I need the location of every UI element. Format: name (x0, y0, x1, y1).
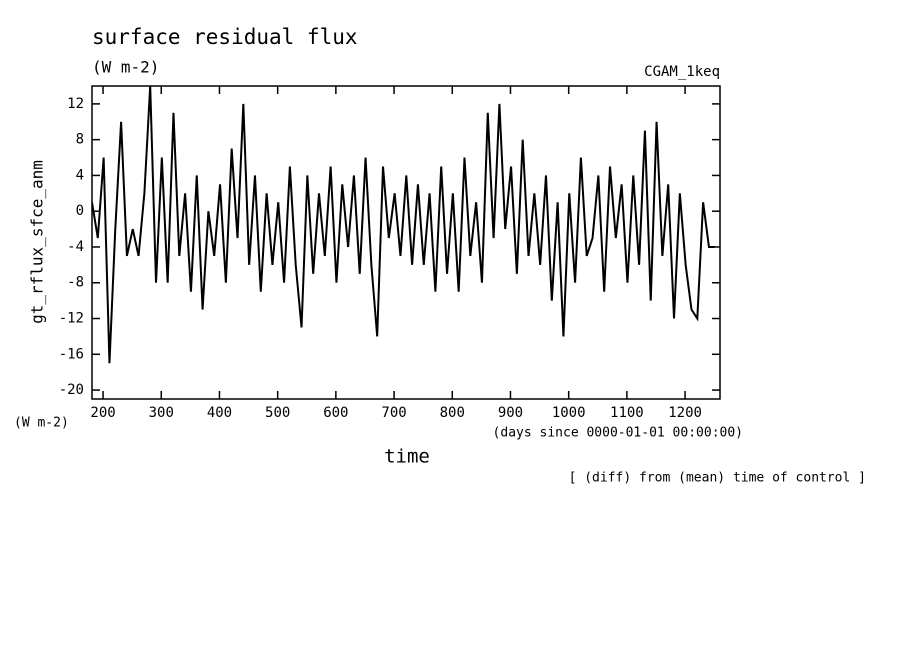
data-line (92, 86, 715, 364)
y-units: (W m-2) (14, 416, 69, 431)
x-tick-label: 300 (149, 405, 174, 421)
y-tick-label: 4 (76, 167, 84, 183)
y-tick-label: -20 (59, 382, 84, 398)
y-tick-label: 8 (76, 132, 84, 148)
x-tick-label: 1200 (668, 405, 702, 421)
x-tick-label: 500 (265, 405, 290, 421)
y-tick-label: 12 (67, 96, 84, 112)
x-units: (days since 0000-01-01 00:00:00) (493, 426, 743, 441)
plot-frame (91, 85, 721, 400)
y-tick-label: -8 (67, 275, 84, 291)
chart-title: surface residual flux (92, 25, 358, 49)
chart-subtitle: (W m-2) (92, 58, 159, 77)
y-axis-label: gt_rflux_sfce_anm (28, 160, 47, 324)
x-tick-label: 400 (207, 405, 232, 421)
x-tick-label: 1100 (610, 405, 644, 421)
note: [ (diff) from (mean) time of control ] (569, 471, 866, 486)
x-axis-label: time (384, 446, 430, 468)
x-tick-label: 1000 (552, 405, 586, 421)
x-tick-label: 200 (90, 405, 115, 421)
y-tick-label: -16 (59, 346, 84, 362)
x-tick-label: 900 (498, 405, 523, 421)
x-tick-label: 600 (323, 405, 348, 421)
y-tick-label: -12 (59, 311, 84, 327)
x-tick-label: 800 (440, 405, 465, 421)
x-tick-label: 700 (381, 405, 406, 421)
y-tick-label: -4 (67, 239, 84, 255)
y-tick-label: 0 (76, 203, 84, 219)
annotation: CGAM_1keq (644, 64, 720, 80)
